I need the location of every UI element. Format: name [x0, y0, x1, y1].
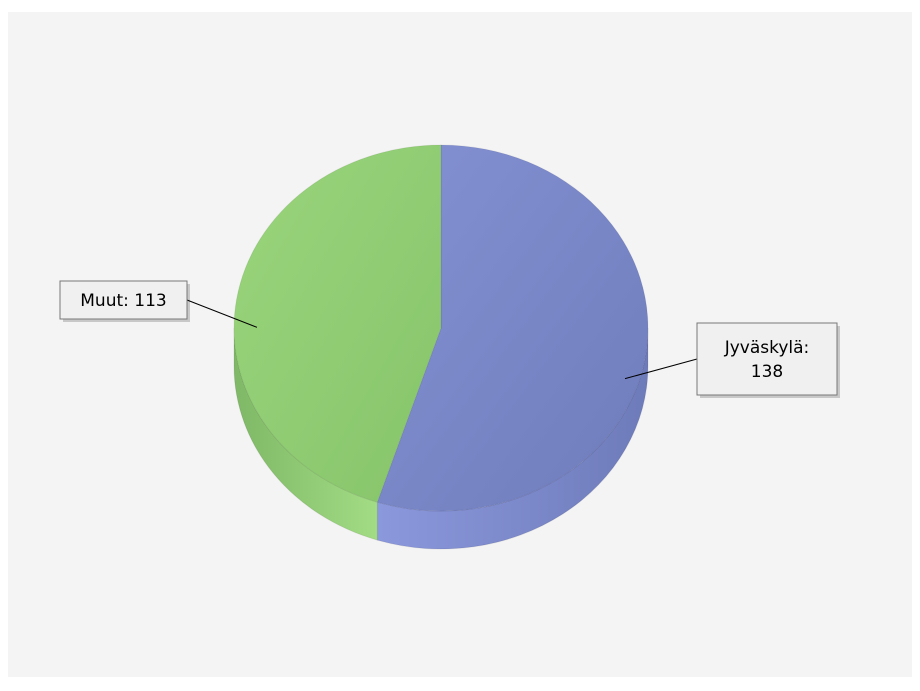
callout-box-muut: [59, 280, 188, 320]
data-label-jyvaskyla-line-2: 138: [751, 362, 783, 382]
callout-box-jyvaskyla: [696, 322, 838, 396]
pie-slice-muut[interactable]: [233, 144, 442, 503]
leader-line-muut: [186, 299, 258, 328]
leader-line-jyvaskyla: [624, 358, 698, 380]
pie-slice-jyvaskyla[interactable]: [376, 144, 649, 512]
data-label-jyvaskyla-line-1: Jyväskylä:: [724, 338, 810, 358]
data-label-muut-line-1: Muut: 113: [80, 291, 166, 311]
